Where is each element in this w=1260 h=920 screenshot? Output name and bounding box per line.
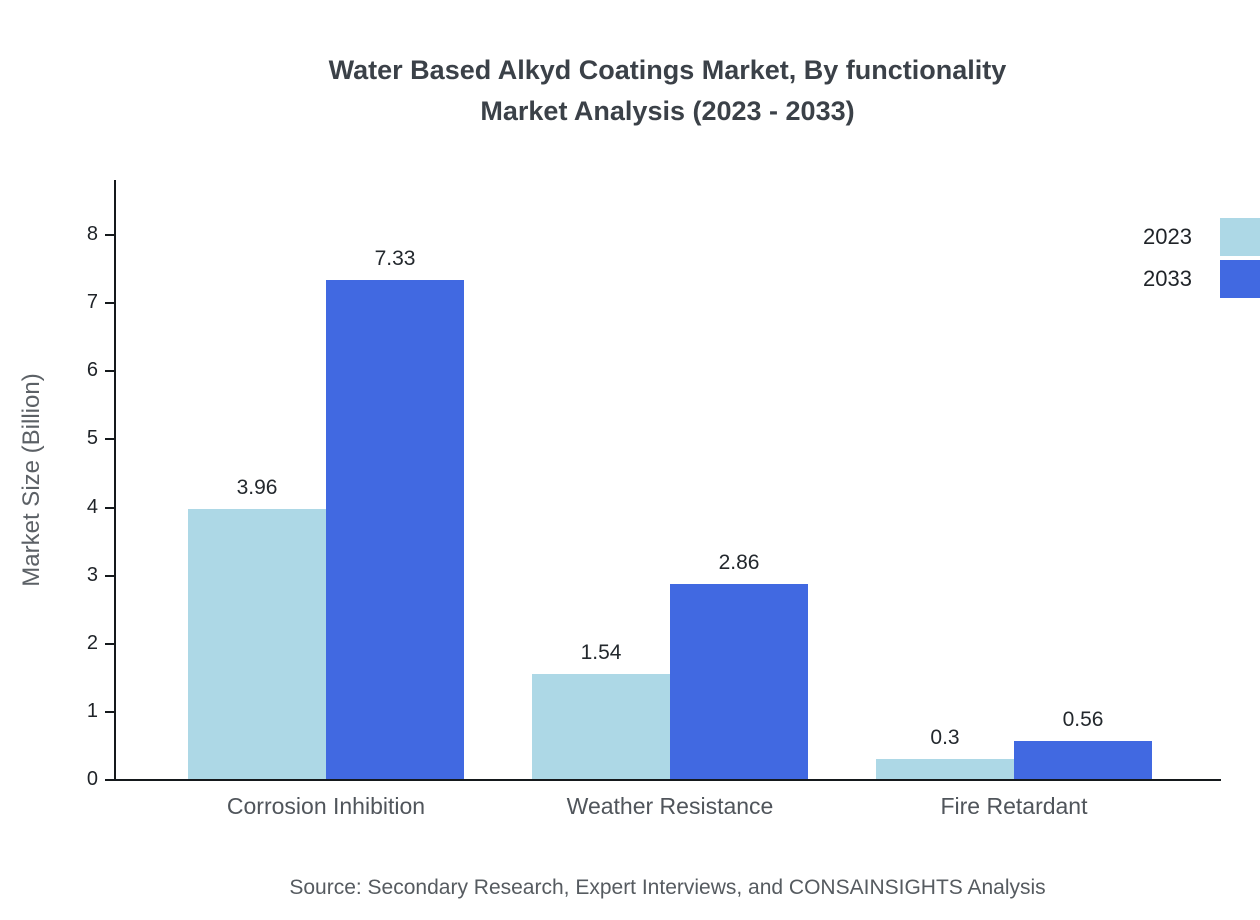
x-axis-line [114,779,1221,781]
legend-label: 2023 [1143,224,1192,249]
legend-swatch [1220,218,1260,256]
y-tick-mark [105,506,114,509]
legend: 2023 2033 [1143,218,1260,298]
x-category-label: Corrosion Inhibition [226,793,426,819]
source-note: Source: Secondary Research, Expert Inter… [289,876,1046,899]
y-tick-mark [105,574,114,577]
y-tick-mark [105,302,114,305]
bar-value-label: 2.86 [718,551,760,574]
bar-2023-1 [188,509,326,779]
y-tick-mark [105,710,114,713]
bar-2023-3 [876,759,1014,779]
chart-title: Water Based Alkyd Coatings Market, By fu… [115,50,1220,132]
y-tick-label: 7 [86,291,98,314]
bar-value-label: 0.3 [930,726,960,749]
bar-value-label: 1.54 [580,641,622,664]
legend-item-2023: 2023 [1143,218,1260,256]
bar-2023-2 [532,674,670,779]
y-tick-mark [105,779,114,781]
legend-label: 2033 [1143,266,1192,291]
chart-title-line2: Market Analysis (2023 - 2033) [480,96,855,126]
y-tick-label: 8 [86,223,98,245]
y-tick-label: 6 [86,359,98,382]
legend-swatch [1220,260,1260,298]
y-tick-label: 1 [86,699,98,722]
y-tick-label: 3 [86,563,98,586]
y-axis-line [114,180,116,781]
bar-2033-2 [670,584,808,779]
bar-value-label: 0.56 [1062,708,1104,731]
y-tick-label: 2 [86,631,98,654]
x-category-label: Weather Resistance [566,793,774,819]
y-tick-label: 5 [86,427,98,450]
y-tick-label: 0 [86,768,98,790]
y-tick-mark [105,234,114,236]
chart-title-line1: Water Based Alkyd Coatings Market, By fu… [328,55,1007,85]
legend-item-2033: 2033 [1143,260,1260,298]
y-tick-label: 4 [86,495,98,518]
y-tick-mark [105,370,114,373]
x-category-label: Fire Retardant [940,793,1088,819]
bar-2033-1 [326,280,464,779]
bar-2033-3 [1014,741,1152,779]
bar-value-label: 3.96 [236,476,278,499]
y-tick-mark [105,642,114,645]
bar-value-label: 7.33 [374,247,416,270]
y-tick-mark [105,438,114,441]
